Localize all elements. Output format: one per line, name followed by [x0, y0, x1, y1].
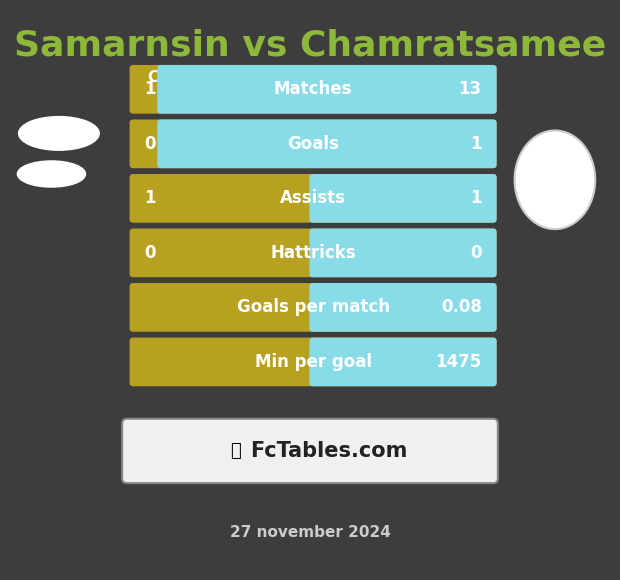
- Ellipse shape: [17, 161, 86, 187]
- Text: 1: 1: [144, 80, 156, 99]
- Text: 1: 1: [470, 135, 482, 153]
- Text: Hattricks: Hattricks: [270, 244, 356, 262]
- Text: 1: 1: [470, 189, 482, 208]
- FancyBboxPatch shape: [130, 119, 497, 168]
- Text: Club competitions, Season 2024/2025: Club competitions, Season 2024/2025: [148, 70, 472, 85]
- FancyBboxPatch shape: [157, 65, 497, 114]
- FancyBboxPatch shape: [130, 283, 497, 332]
- Text: 0: 0: [144, 244, 156, 262]
- FancyBboxPatch shape: [309, 283, 497, 332]
- Text: Samarnsin vs Chamratsamee: Samarnsin vs Chamratsamee: [14, 29, 606, 63]
- Bar: [313, 177, 321, 219]
- Bar: [313, 232, 321, 274]
- Text: 0: 0: [470, 244, 482, 262]
- Ellipse shape: [19, 117, 99, 150]
- Text: Goals: Goals: [287, 135, 339, 153]
- FancyBboxPatch shape: [122, 419, 498, 483]
- Text: Goals per match: Goals per match: [237, 298, 389, 317]
- FancyBboxPatch shape: [130, 338, 497, 386]
- Bar: [161, 68, 169, 110]
- FancyBboxPatch shape: [130, 229, 497, 277]
- Bar: [313, 341, 321, 383]
- Text: Assists: Assists: [280, 189, 346, 208]
- FancyBboxPatch shape: [130, 65, 497, 114]
- Text: 13: 13: [459, 80, 482, 99]
- Text: FcTables.com: FcTables.com: [250, 441, 407, 461]
- Text: 1: 1: [144, 189, 156, 208]
- Text: 0.08: 0.08: [441, 298, 482, 317]
- Text: 27 november 2024: 27 november 2024: [229, 525, 391, 540]
- FancyBboxPatch shape: [157, 119, 497, 168]
- Text: 1475: 1475: [435, 353, 482, 371]
- Text: 📊: 📊: [230, 442, 241, 461]
- Bar: [161, 123, 169, 165]
- Ellipse shape: [515, 130, 595, 229]
- FancyBboxPatch shape: [130, 174, 497, 223]
- Bar: [313, 287, 321, 328]
- Text: 0: 0: [144, 135, 156, 153]
- FancyBboxPatch shape: [309, 229, 497, 277]
- Text: Min per goal: Min per goal: [255, 353, 371, 371]
- FancyBboxPatch shape: [309, 174, 497, 223]
- Text: Matches: Matches: [274, 80, 352, 99]
- FancyBboxPatch shape: [309, 338, 497, 386]
